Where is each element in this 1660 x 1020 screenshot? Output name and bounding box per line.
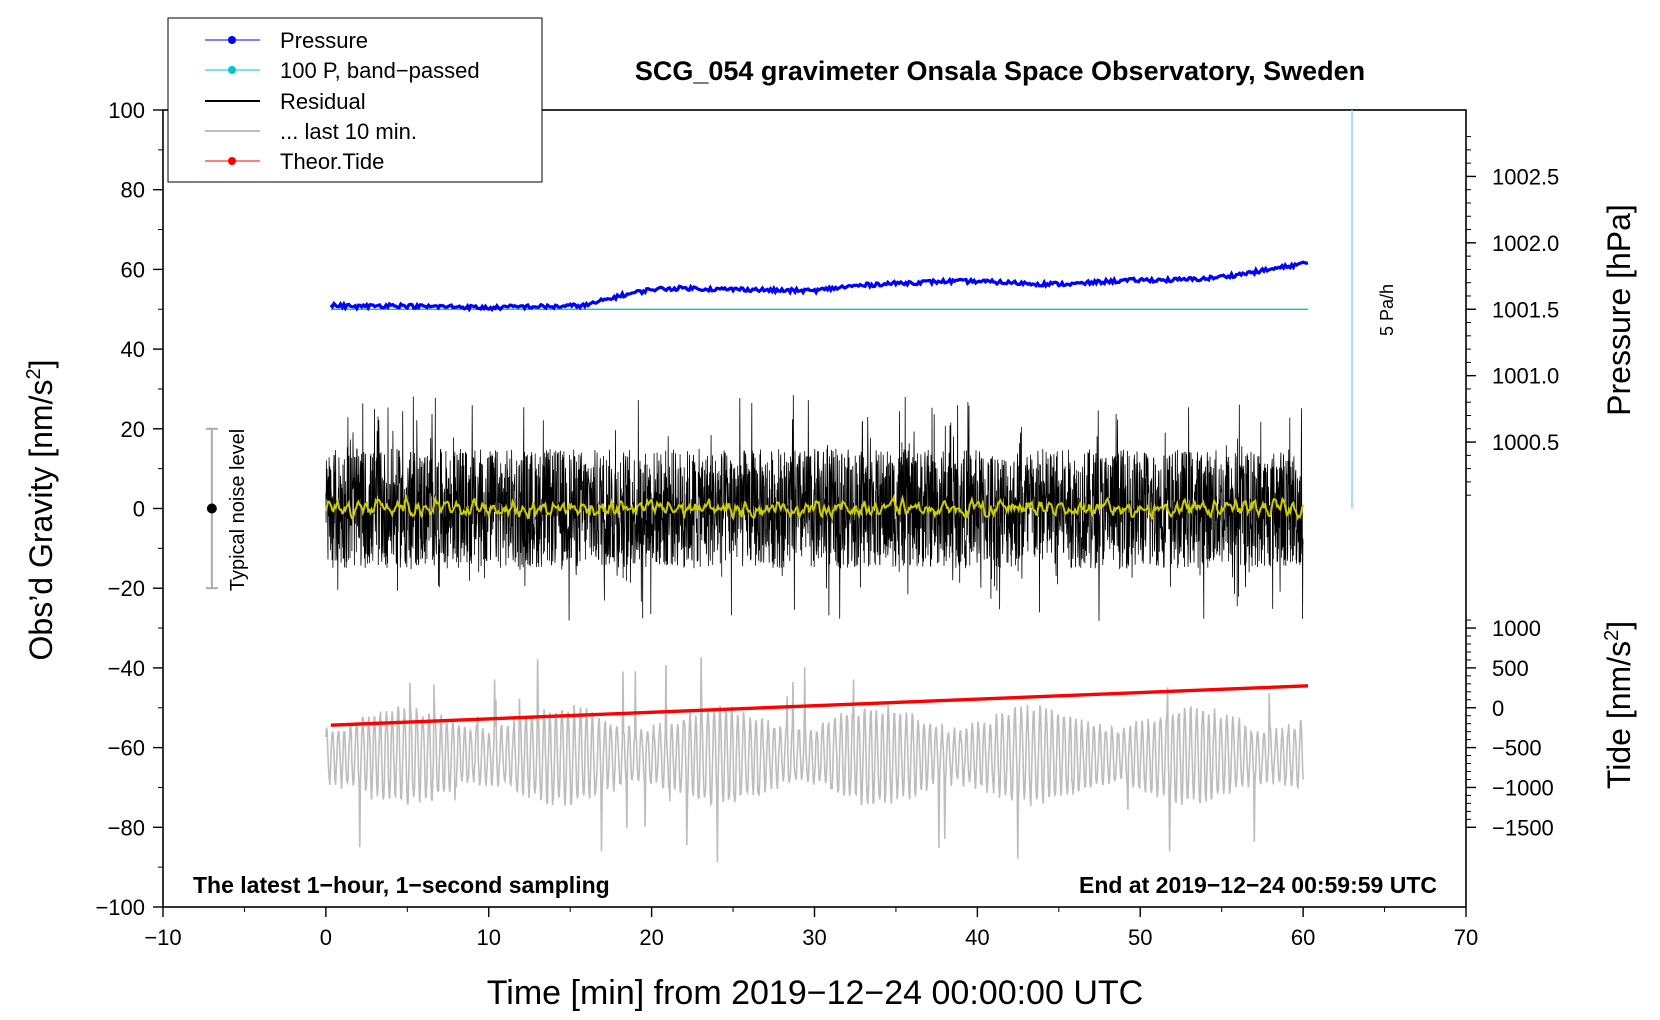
- y-axis-label-pressure: Pressure [hPa]: [1601, 204, 1637, 416]
- noise-bar-center-dot: [206, 503, 217, 514]
- annotations: [205, 110, 1353, 590]
- tide-tick-label: −1000: [1492, 775, 1554, 800]
- legend-label-bandpassed: 100 P, band−passed: [280, 58, 480, 83]
- y-tick-label: −80: [108, 815, 145, 840]
- legend-label-last10: ... last 10 min.: [280, 119, 417, 144]
- noise-level-label: Typical noise level: [227, 429, 249, 591]
- legend-item-pressure: Pressure: [205, 28, 368, 53]
- series-tide-line: [330, 684, 1309, 727]
- y-tick-label: −40: [108, 656, 145, 681]
- legend-label-residual: Residual: [280, 89, 366, 114]
- legend-marker-pressure: [228, 36, 236, 44]
- x-axis: −10 0 10 20 30 40 50 60 70: [144, 907, 1478, 950]
- y-axis-label-tide-text: Tide [nm/s: [1601, 641, 1637, 789]
- legend-item-bandpassed: 100 P, band−passed: [205, 58, 480, 83]
- y-tick-label: 80: [121, 178, 145, 203]
- y-tick-label: −100: [95, 895, 145, 920]
- footer-left-label: The latest 1−hour, 1−second sampling: [193, 872, 610, 898]
- y-axis-label-left-sup: 2: [23, 368, 45, 379]
- x-tick-label: −10: [144, 925, 181, 950]
- y-axis-pressure: 1002.5 1002.0 1001.5 1001.0 1000.5: [1466, 136, 1559, 496]
- footer-right-label: End at 2019−12−24 00:59:59 UTC: [1079, 872, 1437, 898]
- y-axis-label-tide-end: ]: [1601, 621, 1637, 630]
- pressure-tick-label: 1002.5: [1492, 164, 1559, 189]
- y-tick-label: 60: [121, 257, 145, 282]
- x-tick-label: 0: [320, 925, 332, 950]
- tide-tick-label: 1000: [1492, 616, 1541, 641]
- legend: Pressure 100 P, band−passed Residual ...…: [167, 17, 543, 183]
- pressure-tick-label: 1002.0: [1492, 231, 1559, 256]
- pressure-tick-label: 1000.5: [1492, 430, 1559, 455]
- x-tick-label: 60: [1291, 925, 1315, 950]
- x-tick-label: 50: [1128, 925, 1152, 950]
- y-axis-label-tide: Tide [nm/s2]: [1601, 621, 1637, 789]
- y-tick-label: −60: [108, 736, 145, 761]
- x-tick-label: 70: [1454, 925, 1478, 950]
- series-pressure-line: [329, 260, 1309, 313]
- legend-item-last10: ... last 10 min.: [205, 119, 417, 144]
- y-axis-label-left-end: ]: [23, 360, 59, 369]
- tide-tick-label: 0: [1492, 696, 1504, 721]
- x-tick-label: 10: [477, 925, 501, 950]
- y-tick-label: 20: [121, 417, 145, 442]
- legend-label-tide: Theor.Tide: [280, 149, 384, 174]
- y-axis-left: 100 80 60 40 20 0 −20 −40 −60 −80 −100: [95, 98, 163, 920]
- y-axis-tide: 1000 500 0 −500 −1000 −1500: [1466, 616, 1554, 840]
- tide-tick-label: −1500: [1492, 815, 1554, 840]
- y-tick-label: 40: [121, 337, 145, 362]
- y-tick-label: 100: [108, 98, 145, 123]
- x-tick-label: 20: [639, 925, 663, 950]
- series-residual-smoothed-line: [324, 493, 1305, 521]
- legend-label-pressure: Pressure: [280, 28, 368, 53]
- series-layer: [324, 260, 1309, 863]
- pressure-tick-label: 1001.5: [1492, 297, 1559, 322]
- y-axis-label-left-text: Obs’d Gravity [nm/s: [23, 380, 59, 661]
- y-axis-label-tide-sup: 2: [1601, 630, 1623, 641]
- x-axis-label: Time [min] from 2019−12−24 00:00:00 UTC: [487, 974, 1143, 1012]
- legend-marker-bandpassed: [228, 66, 236, 74]
- rate-label: 5 Pa/h: [1377, 284, 1397, 336]
- x-tick-label: 30: [802, 925, 826, 950]
- chart-title: SCG_054 gravimeter Onsala Space Observat…: [635, 56, 1365, 86]
- x-tick-label: 40: [965, 925, 989, 950]
- series-last-10-min-line: [325, 657, 1304, 863]
- legend-marker-tide: [228, 157, 236, 165]
- y-tick-label: 0: [133, 497, 145, 522]
- tide-tick-label: 500: [1492, 656, 1529, 681]
- series-residual-line: [325, 395, 1304, 621]
- pressure-tick-label: 1001.0: [1492, 364, 1559, 389]
- tide-tick-label: −500: [1492, 736, 1542, 761]
- y-tick-label: −20: [108, 576, 145, 601]
- y-axis-label-left: Obs’d Gravity [nm/s2]: [23, 360, 59, 661]
- legend-item-tide: Theor.Tide: [205, 149, 384, 174]
- legend-item-residual: Residual: [205, 89, 366, 114]
